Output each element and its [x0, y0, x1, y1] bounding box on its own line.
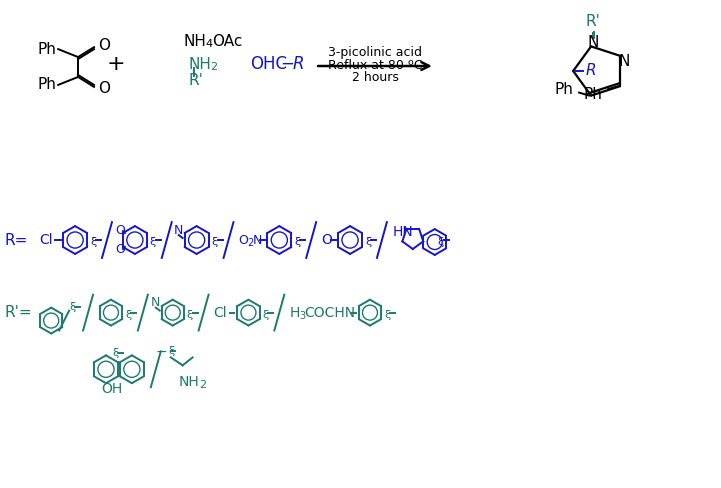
Text: −: −: [280, 55, 294, 73]
Text: R=: R=: [4, 232, 27, 247]
Text: ξ: ξ: [169, 346, 175, 356]
Text: Ph: Ph: [583, 87, 602, 102]
Text: ξ: ξ: [211, 237, 218, 247]
Text: N: N: [252, 234, 262, 246]
Text: H: H: [289, 305, 300, 320]
Text: Reflux at 80 ºC: Reflux at 80 ºC: [327, 59, 423, 72]
Text: Cl: Cl: [213, 305, 227, 320]
Text: O: O: [98, 81, 110, 97]
Text: +: +: [107, 54, 125, 74]
Text: ξ: ξ: [125, 309, 131, 320]
Text: O: O: [321, 233, 332, 247]
Text: 3-picolinic acid: 3-picolinic acid: [328, 45, 422, 59]
Text: R'=: R'=: [4, 305, 32, 320]
Text: ξ: ξ: [112, 348, 118, 358]
Text: Ph: Ph: [554, 82, 573, 97]
Text: O: O: [239, 234, 248, 246]
Text: ξ: ξ: [294, 237, 301, 247]
Text: NH: NH: [179, 375, 200, 389]
Text: N: N: [174, 224, 183, 237]
Text: −: −: [155, 345, 167, 358]
Text: Ph: Ph: [37, 78, 56, 92]
Text: OAc: OAc: [213, 34, 243, 49]
Text: Cl: Cl: [39, 233, 53, 247]
Text: 4: 4: [205, 39, 213, 49]
Text: O: O: [115, 224, 125, 237]
Text: ξ: ξ: [150, 237, 156, 247]
Text: ξ: ξ: [384, 309, 390, 320]
Text: ξ: ξ: [365, 237, 371, 247]
Text: R': R': [585, 14, 601, 28]
Text: COCHN: COCHN: [304, 305, 355, 320]
Text: ξ: ξ: [262, 309, 269, 320]
Text: HN: HN: [393, 225, 414, 239]
Text: R': R': [189, 73, 203, 88]
Text: N: N: [588, 35, 598, 50]
Text: Ph: Ph: [37, 41, 56, 57]
Text: 3: 3: [299, 310, 306, 321]
Text: 2: 2: [198, 380, 205, 390]
Text: 2: 2: [211, 62, 218, 72]
Text: O: O: [98, 38, 110, 53]
Text: 2: 2: [247, 238, 254, 248]
Text: NH: NH: [184, 34, 206, 49]
Text: R: R: [292, 55, 304, 73]
Text: OH: OH: [101, 382, 123, 396]
Text: R: R: [585, 63, 596, 79]
Text: O: O: [115, 244, 125, 257]
Text: N: N: [619, 54, 629, 69]
Text: ξ: ξ: [187, 309, 193, 320]
Text: OHC: OHC: [250, 55, 288, 73]
Text: ξ: ξ: [438, 237, 444, 247]
Text: ξ: ξ: [69, 302, 76, 312]
Text: NH: NH: [189, 57, 211, 72]
Text: N: N: [151, 296, 161, 309]
Text: 2 hours: 2 hours: [352, 71, 399, 84]
Text: ξ: ξ: [90, 237, 97, 247]
